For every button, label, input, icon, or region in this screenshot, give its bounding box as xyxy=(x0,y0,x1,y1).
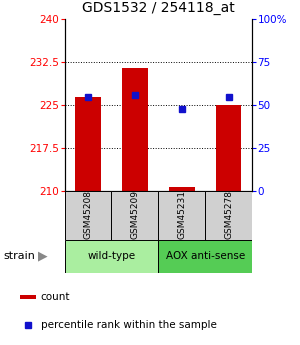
Bar xyxy=(64,191,111,240)
Bar xyxy=(64,240,158,273)
Text: AOX anti-sense: AOX anti-sense xyxy=(166,251,245,261)
Bar xyxy=(169,187,195,191)
Text: wild-type: wild-type xyxy=(87,251,135,261)
Text: GSM45209: GSM45209 xyxy=(130,190,139,239)
Bar xyxy=(122,68,148,191)
Text: GSM45231: GSM45231 xyxy=(177,190,186,239)
Text: GSM45208: GSM45208 xyxy=(83,190,92,239)
Text: count: count xyxy=(41,292,70,302)
Bar xyxy=(216,105,242,191)
Bar xyxy=(205,191,252,240)
Bar xyxy=(75,97,101,191)
Text: percentile rank within the sample: percentile rank within the sample xyxy=(41,320,217,330)
Title: GDS1532 / 254118_at: GDS1532 / 254118_at xyxy=(82,1,235,15)
Bar xyxy=(158,240,252,273)
Bar xyxy=(111,191,158,240)
Text: ▶: ▶ xyxy=(38,250,47,263)
Bar xyxy=(158,191,205,240)
Bar xyxy=(20,295,36,299)
Text: GSM45278: GSM45278 xyxy=(224,190,233,239)
Text: strain: strain xyxy=(3,251,35,261)
